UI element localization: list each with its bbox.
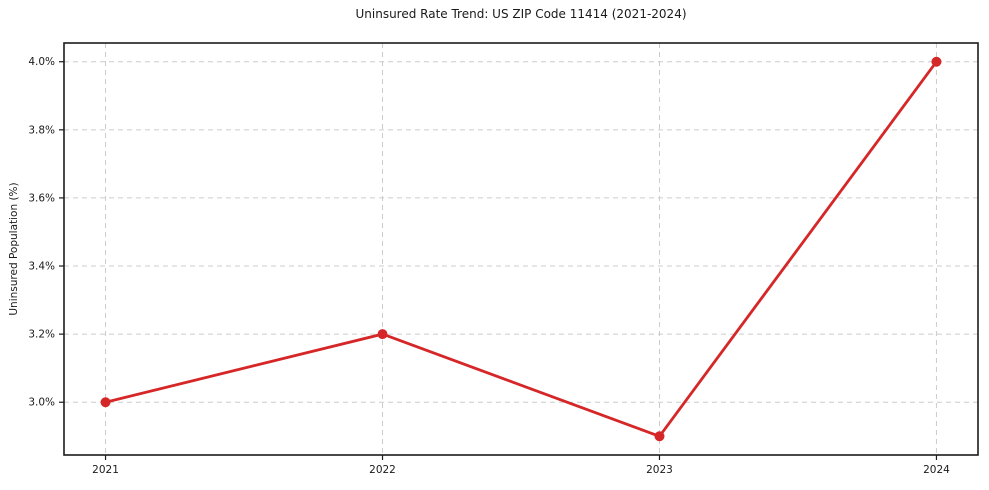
data-point-marker bbox=[931, 56, 942, 67]
plot-border bbox=[63, 42, 979, 456]
data-point-marker bbox=[377, 329, 388, 340]
x-tick-label: 2022 bbox=[369, 464, 396, 476]
y-tick-label: 3.4% bbox=[28, 261, 55, 273]
x-tick-label: 2021 bbox=[92, 464, 119, 476]
x-tick-label: 2023 bbox=[646, 464, 673, 476]
chart-title: Uninsured Rate Trend: US ZIP Code 11414 … bbox=[355, 7, 687, 21]
y-tick-label: 3.6% bbox=[28, 192, 55, 204]
y-tick-label: 4.0% bbox=[28, 56, 55, 68]
y-tick-label: 3.2% bbox=[28, 329, 55, 341]
data-point-marker bbox=[654, 431, 665, 442]
trend-line bbox=[104, 60, 938, 438]
x-tick-label: 2024 bbox=[923, 464, 950, 476]
y-tick-label: 3.0% bbox=[28, 397, 55, 409]
y-tick-label: 3.8% bbox=[28, 124, 55, 136]
data-point-marker bbox=[100, 397, 111, 408]
